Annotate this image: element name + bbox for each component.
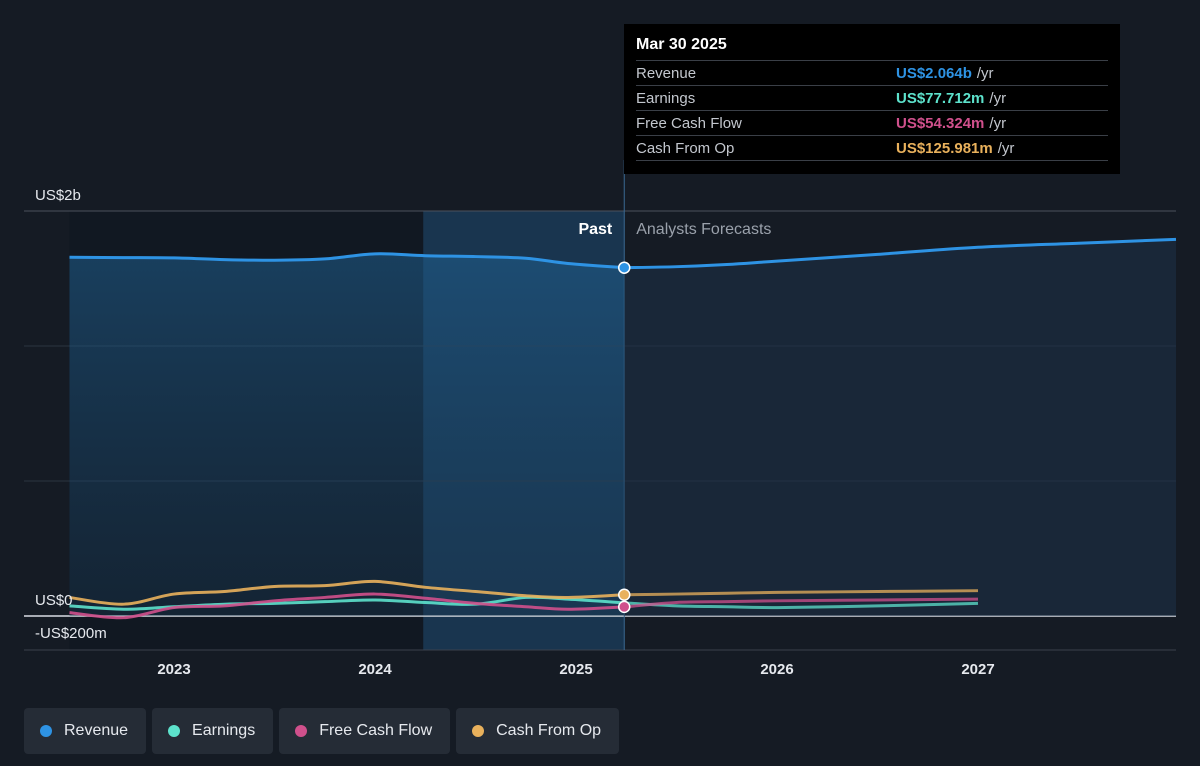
legend-item-revenue[interactable]: Revenue (24, 708, 147, 754)
legend-label: Revenue (64, 722, 129, 739)
revenue-area (69, 253, 625, 617)
tooltip-row-free-cash-flow: Free Cash Flow US$54.324m /yr (636, 110, 1108, 135)
x-tick-label: 2025 (559, 661, 592, 678)
legend-label: Cash From Op (496, 722, 602, 739)
chart-legend: Revenue Earnings Free Cash Flow Cash Fro… (24, 708, 620, 754)
legend-label: Free Cash Flow (319, 722, 433, 739)
legend-dot-icon (168, 725, 181, 737)
tooltip-row-revenue: Revenue US$2.064b /yr (636, 60, 1108, 85)
revenue-forecast-area (624, 239, 1176, 616)
tooltip-value: US$2.064b (896, 64, 972, 82)
legend-dot-icon (40, 725, 52, 737)
legend-item-cash-from-op[interactable]: Cash From Op (456, 708, 620, 754)
tooltip-value: US$77.712m (896, 89, 985, 107)
tooltip-label: Free Cash Flow (636, 114, 742, 132)
x-tick-label: 2023 (157, 661, 190, 678)
tooltip-row-cash-from-op: Cash From Op US$125.981m /yr (636, 135, 1108, 161)
tooltip-label: Earnings (636, 89, 696, 107)
tooltip-value: US$125.981m (896, 139, 993, 157)
tooltip-marker-cash-from-op (617, 588, 631, 601)
x-tick-label: 2026 (760, 661, 793, 678)
tooltip-value: US$54.324m (896, 114, 985, 132)
tooltip-unit: /yr (997, 139, 1015, 157)
tooltip-label: Revenue (636, 64, 697, 82)
tooltip-marker-revenue (617, 261, 631, 274)
y-tick-label: US$2b (35, 187, 81, 204)
forecast-label: Analysts Forecasts (636, 221, 771, 238)
series-line-cash-from-op (69, 579, 625, 606)
legend-item-earnings[interactable]: Earnings (152, 708, 274, 754)
legend-dot-icon (472, 725, 485, 737)
tooltip-unit: /yr (989, 114, 1007, 132)
series-forecast-line-cash-from-op (624, 589, 979, 597)
past-label: Past (578, 221, 612, 238)
y-tick-label: -US$200m (35, 625, 107, 642)
legend-dot-icon (295, 725, 308, 737)
series-line-revenue (69, 252, 625, 270)
tooltip-unit: /yr (976, 64, 994, 82)
x-tick-label: 2024 (358, 661, 392, 678)
tooltip-unit: /yr (989, 89, 1007, 107)
tooltip-row-earnings: Earnings US$77.712m /yr (636, 85, 1108, 110)
x-tick-label: 2027 (961, 661, 994, 678)
legend-label: Earnings (192, 722, 256, 739)
legend-item-free-cash-flow[interactable]: Free Cash Flow (279, 708, 451, 754)
series-forecast-line-revenue (624, 237, 1177, 270)
tooltip-panel: Mar 30 2025 Revenue US$2.064b /yr Earnin… (624, 24, 1120, 174)
tooltip-marker-free-cash-flow (617, 600, 631, 614)
series-forecast-line-free-cash-flow (624, 597, 979, 609)
tooltip-date: Mar 30 2025 (636, 36, 727, 53)
series-line-free-cash-flow (69, 592, 625, 620)
series-forecast-line-earnings (624, 601, 979, 610)
y-tick-label: US$0 (35, 592, 73, 609)
tooltip-label: Cash From Op (636, 139, 735, 157)
